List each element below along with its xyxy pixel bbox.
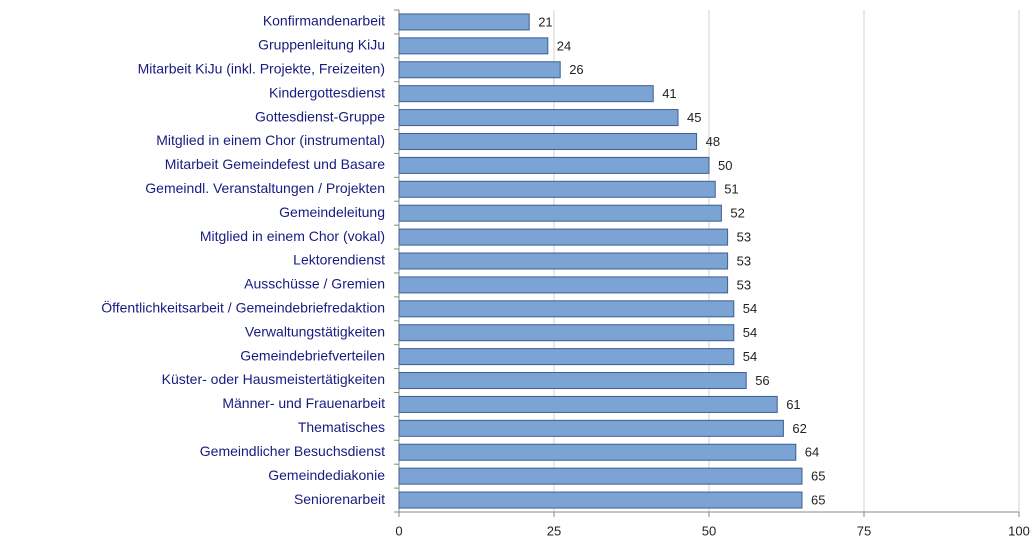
value-label: 53: [737, 230, 751, 245]
value-label: 51: [724, 182, 738, 197]
bar: [398, 252, 729, 270]
y-tick-label: Seniorenarbeit: [294, 491, 385, 507]
value-label: 24: [557, 38, 571, 53]
bar: [398, 180, 716, 198]
bar: [398, 109, 679, 127]
bar: [398, 37, 549, 55]
bar: [398, 324, 735, 342]
y-tick-label: Gemeindeleitung: [279, 204, 385, 220]
value-label: 65: [811, 492, 825, 507]
bar: [398, 348, 735, 366]
y-tick-label: Männer- und Frauenarbeit: [222, 395, 385, 411]
bar: [398, 467, 803, 485]
value-label: 48: [706, 134, 720, 149]
x-tick-label: 100: [1008, 523, 1030, 538]
value-label: 50: [718, 158, 732, 173]
bar: [398, 300, 735, 318]
y-tick-label: Küster- oder Hausmeistertätigkeiten: [162, 371, 385, 387]
value-label: 64: [805, 445, 819, 460]
bar: [398, 443, 797, 461]
y-tick-label: Gruppenleitung KiJu: [258, 37, 385, 53]
bar: [398, 61, 561, 79]
value-label: 54: [743, 325, 757, 340]
value-label: 56: [755, 373, 769, 388]
x-tick-label: 25: [547, 523, 561, 538]
value-label: 45: [687, 110, 701, 125]
bar: [398, 156, 710, 174]
y-tick-label: Gemeindebriefverteilen: [240, 347, 385, 363]
bar: [398, 276, 729, 294]
value-label: 41: [662, 86, 676, 101]
value-label: 21: [538, 14, 552, 29]
bar: [398, 228, 729, 246]
x-tick-label: 0: [395, 523, 402, 538]
bar: [398, 85, 654, 103]
y-tick-label: Mitarbeit Gemeindefest und Basare: [165, 156, 385, 172]
value-label: 65: [811, 469, 825, 484]
y-tick-label: Ausschüsse / Gremien: [244, 276, 385, 292]
y-tick-label: Verwaltungstätigkeiten: [245, 323, 385, 339]
y-tick-label: Gemeindl. Veranstaltungen / Projekten: [145, 180, 385, 196]
bar: [398, 204, 722, 222]
y-tick-label: Gottesdienst-Gruppe: [255, 108, 385, 124]
x-tick-label: 50: [702, 523, 716, 538]
bar: [398, 372, 747, 390]
y-tick-label: Mitarbeit KiJu (inkl. Projekte, Freizeit…: [138, 60, 385, 76]
bar: [398, 419, 784, 437]
y-tick-label: Öffentlichkeitsarbeit / Gemeindebriefred…: [101, 299, 385, 316]
y-tick-label: Konfirmandenarbeit: [263, 13, 385, 29]
y-tick-label: Gemeindlicher Besuchsdienst: [200, 443, 385, 459]
value-label: 26: [569, 62, 583, 77]
x-tick-label: 75: [857, 523, 871, 538]
bar: [398, 13, 530, 31]
value-label: 62: [792, 421, 806, 436]
value-label: 54: [743, 301, 757, 316]
bar: [398, 491, 803, 509]
bar: [398, 132, 698, 150]
y-tick-label: Thematisches: [298, 419, 385, 435]
value-label: 53: [737, 253, 751, 268]
y-tick-label: Lektorendienst: [293, 252, 385, 268]
y-tick-label: Mitglied in einem Chor (vokal): [200, 228, 385, 244]
y-tick-label: Kindergottesdienst: [269, 84, 385, 100]
value-label: 61: [786, 397, 800, 412]
value-label: 53: [737, 277, 751, 292]
value-label: 54: [743, 349, 757, 364]
bar: [398, 395, 778, 413]
value-label: 52: [730, 206, 744, 221]
y-tick-label: Mitglied in einem Chor (instrumental): [156, 132, 385, 148]
y-tick-label: Gemeindediakonie: [268, 467, 385, 483]
